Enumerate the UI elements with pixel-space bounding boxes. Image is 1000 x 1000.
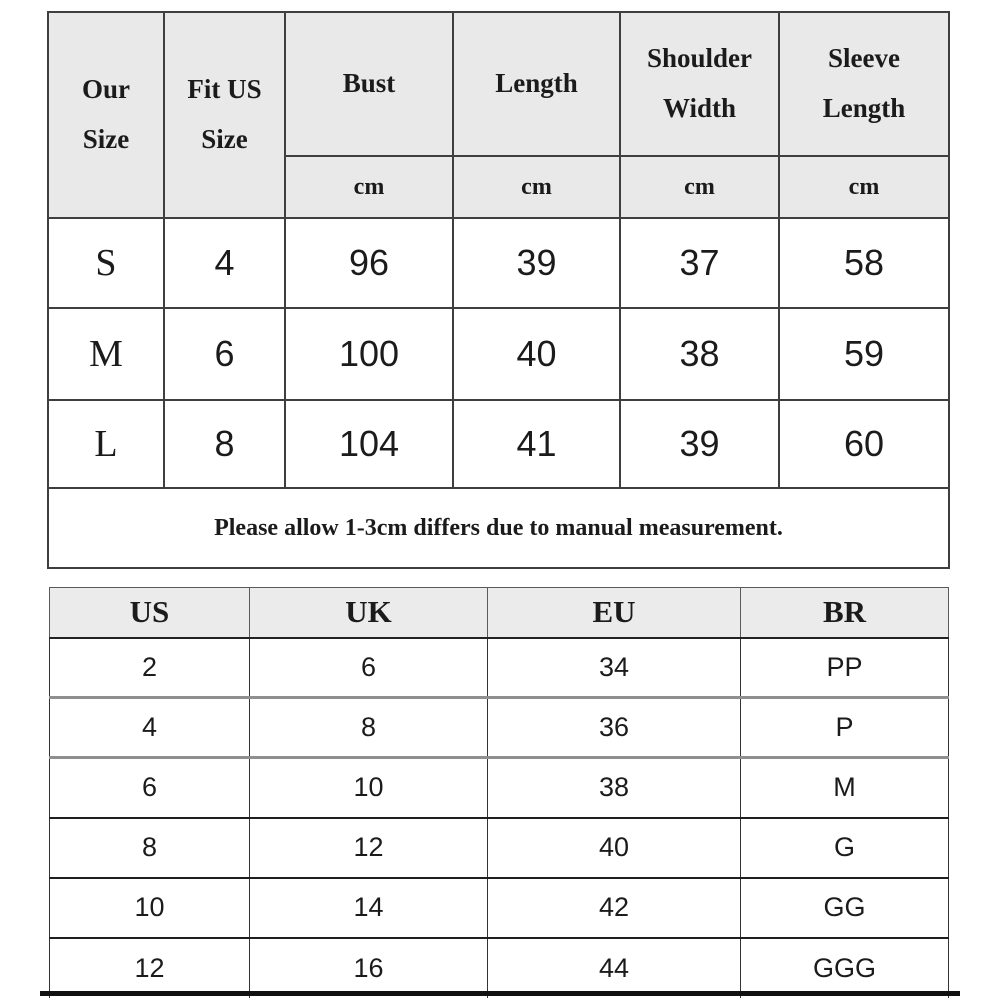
cell-us: 4: [49, 697, 250, 759]
table-row: 10 14 42 GG: [49, 877, 949, 939]
size-chart-table: Our Size Fit US Size Bust Length Shoulde…: [47, 11, 950, 569]
cell-br: GGG: [740, 937, 949, 998]
cell-fit-us: 6: [163, 307, 286, 401]
cell-bust: 104: [284, 399, 454, 489]
measurement-note: Please allow 1-3cm differs due to manual…: [47, 487, 950, 569]
measurement-note-row: Please allow 1-3cm differs due to manual…: [47, 487, 950, 569]
bottom-rule-divider: [40, 991, 960, 996]
cell-fit-us: 8: [163, 399, 286, 489]
cell-us: 2: [49, 637, 250, 699]
unit-row: cm cm cm cm: [48, 155, 950, 219]
cell-size: M: [47, 307, 165, 401]
cell-eu: 38: [487, 757, 741, 819]
cell-br: PP: [740, 637, 949, 699]
cell-sleeve-length: 59: [778, 307, 950, 401]
cell-uk: 14: [249, 877, 488, 939]
cell-br: G: [740, 817, 949, 879]
cell-uk: 12: [249, 817, 488, 879]
cell-fit-us: 4: [163, 217, 286, 309]
cell-eu: 34: [487, 637, 741, 699]
col-header-uk: UK: [249, 587, 488, 639]
col-header-sleeve-length: Sleeve Length: [778, 11, 950, 157]
unit-bust: cm: [284, 155, 454, 219]
cell-shoulder-width: 38: [619, 307, 780, 401]
col-header-bust: Bust: [284, 11, 454, 157]
conversion-header: US UK EU BR: [49, 587, 949, 639]
cell-bust: 100: [284, 307, 454, 401]
col-header-us: US: [49, 587, 250, 639]
cell-size: S: [47, 217, 165, 309]
cell-size: L: [47, 399, 165, 489]
cell-shoulder-width: 37: [619, 217, 780, 309]
cell-br: P: [740, 697, 949, 759]
cell-br: M: [740, 757, 949, 819]
header-row: US UK EU BR: [49, 587, 949, 639]
table-row-size-s: S 4 96 39 37 58: [47, 217, 950, 309]
cell-br: GG: [740, 877, 949, 939]
table-row: 4 8 36 P: [49, 697, 949, 759]
cell-bust: 96: [284, 217, 454, 309]
col-header-br: BR: [740, 587, 949, 639]
cell-length: 39: [452, 217, 621, 309]
cell-uk: 8: [249, 697, 488, 759]
col-header-length: Length: [452, 11, 621, 157]
size-conversion-table: US UK EU BR 2 6 34 PP 4 8 36 P 6 10: [49, 587, 949, 998]
cell-uk: 10: [249, 757, 488, 819]
cell-length: 41: [452, 399, 621, 489]
unit-sleeve-length: cm: [778, 155, 950, 219]
header-row: Our Size Fit US Size Bust Length Shoulde…: [47, 11, 950, 219]
table-row: 6 10 38 M: [49, 757, 949, 819]
table-row: 2 6 34 PP: [49, 637, 949, 699]
table-row: 12 16 44 GGG: [49, 937, 949, 998]
cell-eu: 42: [487, 877, 741, 939]
col-header-shoulder-width: Shoulder Width: [619, 11, 780, 157]
cell-sleeve-length: 58: [778, 217, 950, 309]
cell-eu: 44: [487, 937, 741, 998]
col-header-our-size: Our Size: [47, 11, 165, 219]
table-row-size-m: M 6 100 40 38 59: [47, 307, 950, 401]
unit-length: cm: [452, 155, 621, 219]
col-header-eu: EU: [487, 587, 741, 639]
cell-eu: 36: [487, 697, 741, 759]
unit-shoulder-width: cm: [619, 155, 780, 219]
cell-us: 6: [49, 757, 250, 819]
table-row: 8 12 40 G: [49, 817, 949, 879]
cell-us: 8: [49, 817, 250, 879]
col-header-fit-us-size: Fit US Size: [163, 11, 286, 219]
size-chart-header: Our Size Fit US Size Bust Length Shoulde…: [47, 11, 950, 219]
cell-eu: 40: [487, 817, 741, 879]
cell-uk: 16: [249, 937, 488, 998]
cell-sleeve-length: 60: [778, 399, 950, 489]
cell-shoulder-width: 39: [619, 399, 780, 489]
cell-us: 12: [49, 937, 250, 998]
cell-length: 40: [452, 307, 621, 401]
table-row-size-l: L 8 104 41 39 60: [47, 399, 950, 489]
cell-us: 10: [49, 877, 250, 939]
cell-uk: 6: [249, 637, 488, 699]
